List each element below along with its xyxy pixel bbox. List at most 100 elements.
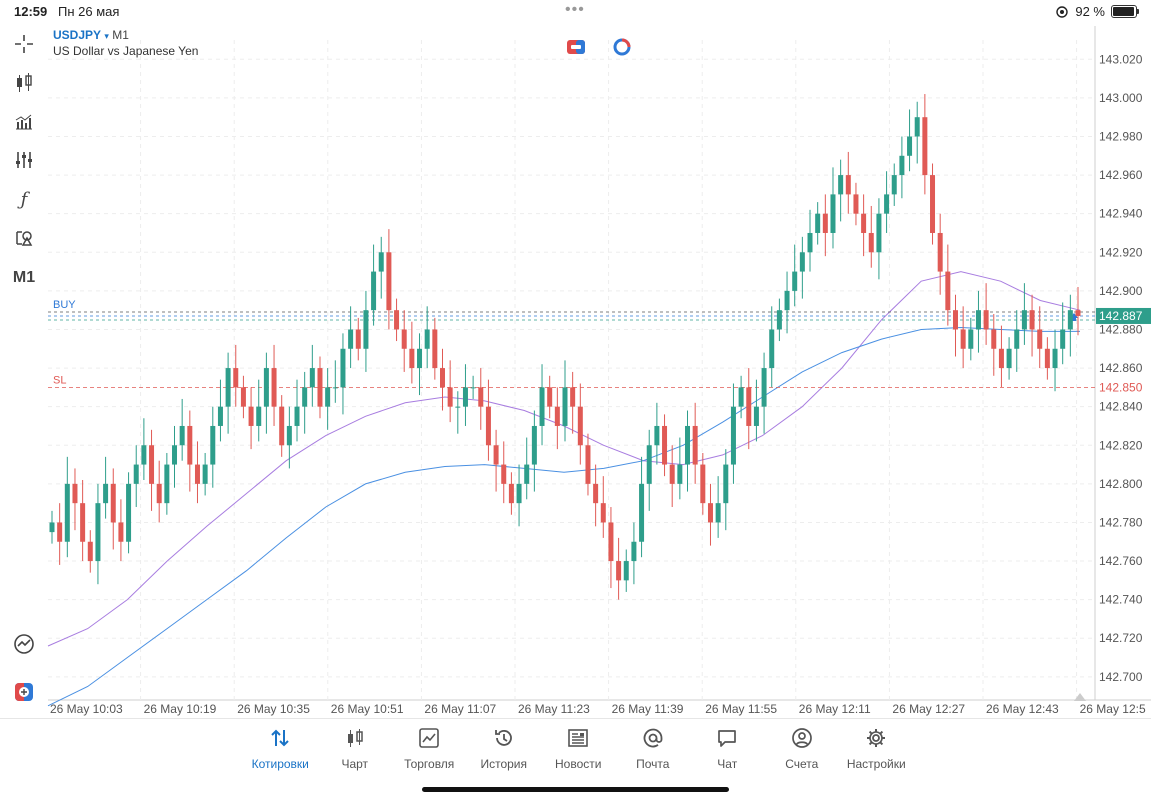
candle-body [968, 329, 974, 349]
candle-body [256, 406, 262, 426]
candle-body [501, 464, 507, 484]
new-order-icon[interactable] [8, 678, 40, 706]
x-tick-label: 26 May 10:19 [144, 702, 217, 716]
function-icon[interactable]: ƒ [20, 188, 28, 210]
candle-body [998, 348, 1004, 369]
nav-chat[interactable]: Чат [690, 727, 765, 771]
price-chart[interactable]: BUY 142.887 SL 142.850 143.020 143.000 142.98… [0, 0, 1151, 718]
crosshair-icon[interactable] [8, 30, 40, 58]
candle-body [884, 194, 890, 214]
candle-body [401, 329, 407, 349]
nav-trade-label: Торговля [404, 757, 455, 771]
nav-quotes[interactable]: Котировки [243, 727, 318, 771]
candle-body [508, 483, 514, 504]
x-tick-label: 26 May 10:35 [237, 702, 310, 716]
candle-body [952, 310, 958, 330]
current-price-badge [1096, 307, 1151, 324]
candle-body [1029, 310, 1035, 330]
timeframe-button[interactable]: M1 [12, 269, 36, 286]
candle-body [286, 425, 292, 446]
candle-body [914, 117, 920, 137]
status-right: 92 % [1055, 4, 1139, 19]
candle-body [547, 387, 553, 407]
candle-body [485, 406, 491, 446]
x-tick-label: 26 May 12:11 [799, 702, 871, 716]
indicators-icon[interactable] [8, 108, 40, 136]
candles [49, 94, 1081, 600]
screen-mirroring-icon [1056, 5, 1069, 18]
y-tick-label: 142.880 [1099, 322, 1143, 336]
y-tick-label: 142.840 [1099, 400, 1143, 414]
nav-history-label: История [480, 757, 528, 771]
candle-body [156, 483, 162, 504]
candle-body [202, 464, 208, 484]
nav-settings[interactable]: Настройки [839, 727, 914, 771]
candle-body [707, 503, 713, 523]
trading-signals-icon[interactable] [8, 630, 40, 658]
candle-body [470, 387, 476, 389]
candle-body [363, 310, 369, 349]
one-click-trading-icon[interactable] [566, 37, 586, 57]
chart-grid [48, 26, 1151, 701]
multitasking-dots-icon[interactable]: ••• [565, 1, 585, 18]
symbol-ticker[interactable]: USDJPY [53, 28, 102, 42]
candle-body [478, 387, 484, 407]
candle-body [432, 329, 438, 369]
nav-history[interactable]: История [467, 727, 542, 771]
price-axis: 143.020 143.000 142.980 142.960 142.940 142.9… [1099, 52, 1143, 684]
y-tick-label: 142.800 [1099, 477, 1143, 491]
candle-body [738, 387, 744, 407]
candle-body [164, 464, 170, 504]
candle-body [417, 348, 423, 369]
candle-body [263, 368, 269, 407]
candle-body [792, 271, 798, 291]
x-tick-label: 26 May 10:51 [331, 702, 404, 716]
candle-body [554, 406, 560, 426]
home-indicator[interactable] [422, 787, 729, 792]
chart-top-icons [566, 37, 632, 57]
battery-icon [1111, 5, 1139, 18]
quotes-arrows-icon [271, 729, 289, 747]
y-tick-label: 142.860 [1099, 361, 1143, 375]
candle-body [730, 406, 736, 465]
candlestick-icon[interactable] [8, 68, 40, 96]
nav-mail[interactable]: Почта [616, 727, 691, 771]
candle-body [815, 213, 821, 233]
y-tick-label: 142.720 [1099, 631, 1143, 645]
candle-body [133, 464, 139, 484]
signal-icon[interactable] [612, 37, 632, 57]
symbol-description: US Dollar vs Japanese Yen [53, 44, 199, 58]
x-tick-label: 26 May 12:5 [1080, 702, 1146, 716]
candle-body [799, 252, 805, 272]
settings-sliders-icon[interactable] [8, 146, 40, 174]
candle-body [623, 561, 629, 581]
plot-area [48, 26, 1095, 700]
nav-news[interactable]: Новости [541, 727, 616, 771]
candle-body [302, 387, 308, 407]
nav-accounts[interactable]: Счета [765, 727, 840, 771]
candle-body [409, 348, 415, 369]
x-tick-label: 26 May 11:07 [424, 702, 496, 716]
candle-body [922, 117, 928, 176]
x-tick-label: 26 May 11:55 [705, 702, 777, 716]
nav-trade[interactable]: Торговля [392, 727, 467, 771]
candle-body [103, 483, 109, 504]
candle-body [593, 483, 599, 504]
candle-body [394, 310, 400, 330]
candle-body [493, 445, 499, 465]
nav-chart[interactable]: Чарт [318, 727, 393, 771]
candle-body [631, 541, 637, 562]
x-tick-label: 26 May 12:27 [892, 702, 965, 716]
symbol-info[interactable]: USDJPY ▾ M1 US Dollar vs Japanese Yen [53, 28, 198, 58]
y-tick-label: 142.820 [1099, 438, 1143, 452]
objects-icon[interactable] [8, 224, 40, 252]
candle-body [746, 387, 752, 426]
candle-body [975, 310, 981, 330]
symbol-dropdown-icon[interactable]: ▾ [104, 31, 109, 41]
candle-body [891, 175, 897, 195]
candle-body [807, 232, 813, 253]
candle-body [608, 522, 614, 562]
candle-body [309, 368, 315, 388]
candle-body [685, 425, 691, 465]
candle-body [279, 406, 285, 446]
